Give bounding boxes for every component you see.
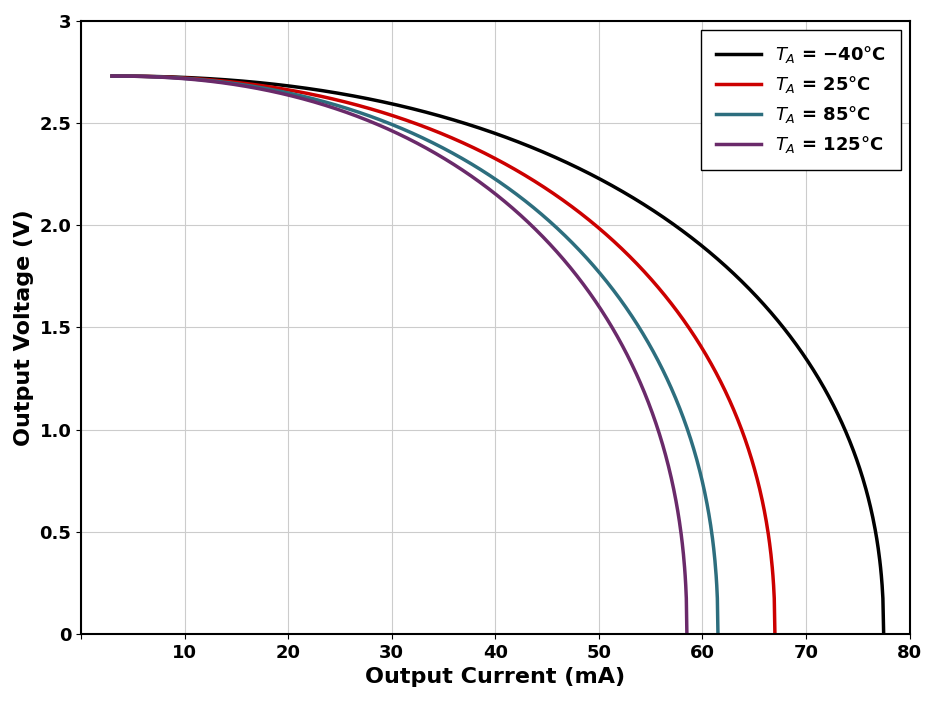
Y-axis label: Output Voltage (V): Output Voltage (V): [14, 209, 34, 446]
X-axis label: Output Current (mA): Output Current (mA): [365, 667, 625, 687]
Legend: $T_A$ = −40°C, $T_A$ = 25°C, $T_A$ = 85°C, $T_A$ = 125°C: $T_A$ = −40°C, $T_A$ = 25°C, $T_A$ = 85°…: [701, 30, 900, 170]
